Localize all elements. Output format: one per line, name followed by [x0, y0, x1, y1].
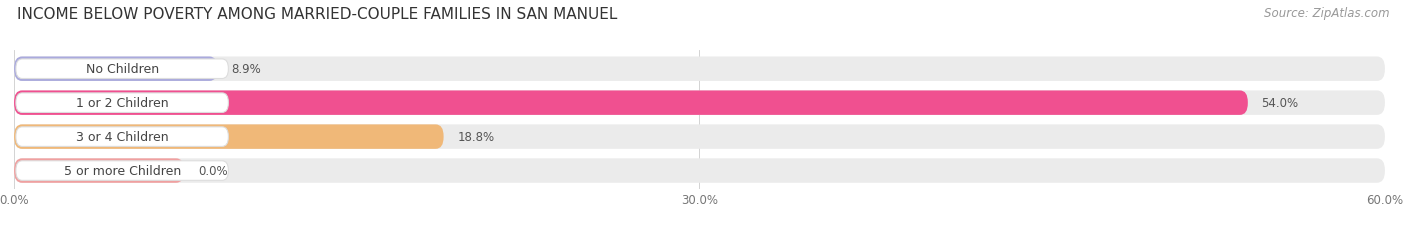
FancyBboxPatch shape	[14, 57, 1385, 82]
Text: INCOME BELOW POVERTY AMONG MARRIED-COUPLE FAMILIES IN SAN MANUEL: INCOME BELOW POVERTY AMONG MARRIED-COUPL…	[17, 7, 617, 22]
FancyBboxPatch shape	[14, 91, 1385, 116]
Text: 3 or 4 Children: 3 or 4 Children	[76, 131, 169, 143]
Text: 8.9%: 8.9%	[231, 63, 262, 76]
Text: 18.8%: 18.8%	[457, 131, 495, 143]
Text: 0.0%: 0.0%	[198, 164, 228, 177]
FancyBboxPatch shape	[14, 159, 1385, 183]
FancyBboxPatch shape	[14, 159, 184, 183]
FancyBboxPatch shape	[15, 94, 228, 113]
Text: 54.0%: 54.0%	[1261, 97, 1299, 110]
FancyBboxPatch shape	[14, 57, 218, 82]
FancyBboxPatch shape	[14, 125, 1385, 149]
FancyBboxPatch shape	[15, 161, 228, 181]
Text: Source: ZipAtlas.com: Source: ZipAtlas.com	[1264, 7, 1389, 20]
FancyBboxPatch shape	[15, 127, 228, 147]
FancyBboxPatch shape	[14, 91, 1249, 116]
Text: 1 or 2 Children: 1 or 2 Children	[76, 97, 169, 110]
Text: 5 or more Children: 5 or more Children	[63, 164, 181, 177]
Text: No Children: No Children	[86, 63, 159, 76]
FancyBboxPatch shape	[14, 125, 444, 149]
FancyBboxPatch shape	[15, 60, 228, 79]
